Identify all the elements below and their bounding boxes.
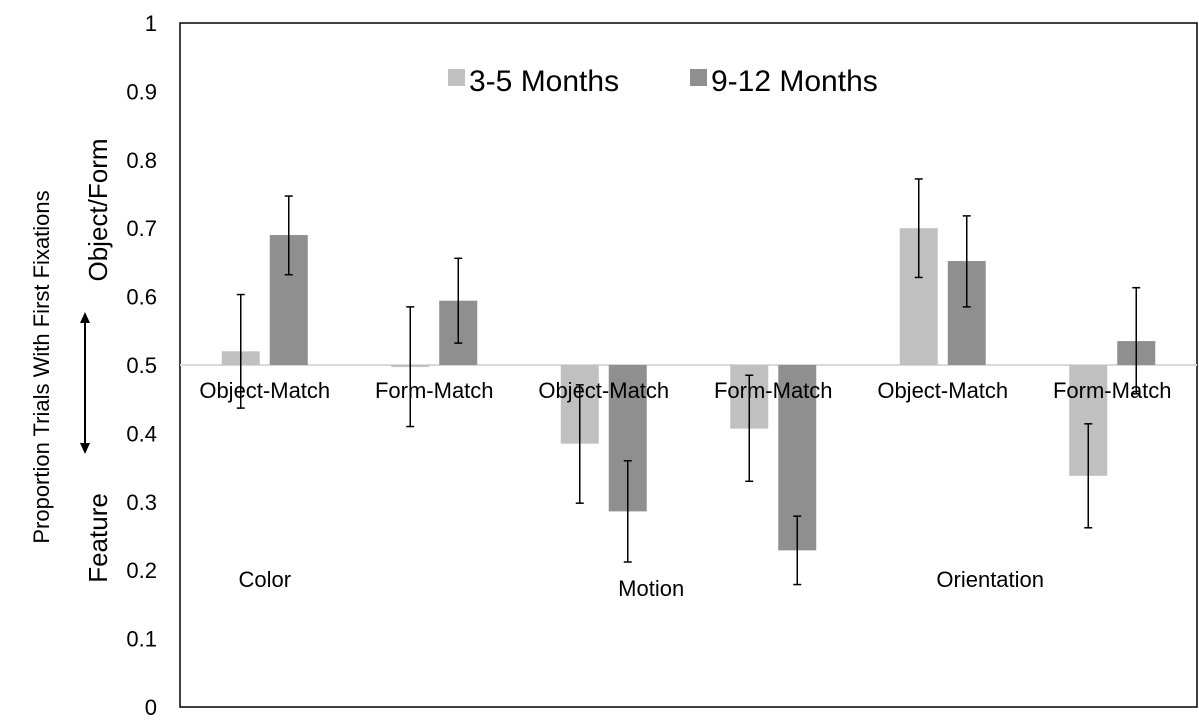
- error-bar: [962, 215, 971, 308]
- y-tick-label: 0.3: [126, 490, 157, 515]
- category-label: Object-Match: [877, 378, 1008, 403]
- y-tick-label: 0.9: [126, 79, 157, 104]
- error-bars: [236, 178, 1141, 586]
- y-axis-title: Proportion Trials With First Fixations: [29, 190, 54, 543]
- error-bar: [236, 293, 245, 409]
- category-labels: Object-Match Form-Match Object-Match Form-M…: [199, 378, 1171, 403]
- group-labels: Color Motion Orientation: [238, 567, 1044, 601]
- legend-swatch-3-5-months: [448, 69, 465, 86]
- feature-label: Feature: [83, 493, 113, 583]
- legend-label-3-5-months: 3-5 Months: [469, 65, 619, 98]
- error-bar: [454, 257, 463, 344]
- error-bar: [623, 460, 632, 563]
- y-axis-ticks: 0 0.1 0.2 0.3 0.4 0.5 0.6 0.7 0.8 0.9 1: [126, 11, 157, 720]
- object-form-label: Object/Form: [83, 138, 113, 281]
- category-label: Object-Match: [538, 378, 669, 403]
- y-tick-label: 0.8: [126, 148, 157, 173]
- y-tick-label: 0.7: [126, 216, 157, 241]
- double-arrow-icon: [80, 312, 90, 454]
- legend-swatch-9-12-months: [690, 69, 707, 86]
- bars: [221, 228, 1156, 551]
- legend: 3-5 Months 9-12 Months: [448, 65, 878, 98]
- category-label: Form-Match: [375, 378, 494, 403]
- y-tick-label: 0: [145, 695, 157, 717]
- error-bar: [284, 195, 293, 276]
- error-bar: [406, 306, 415, 428]
- error-bar: [745, 374, 754, 483]
- error-bar: [1132, 286, 1141, 395]
- error-bar: [575, 384, 584, 504]
- legend-label-9-12-months: 9-12 Months: [711, 65, 878, 98]
- y-tick-label: 1: [145, 11, 157, 36]
- group-label: Motion: [618, 576, 684, 601]
- error-bar: [793, 515, 802, 586]
- category-label: Form-Match: [714, 378, 833, 403]
- category-label: Object-Match: [199, 378, 330, 403]
- y-tick-label: 0.5: [126, 353, 157, 378]
- y-tick-label: 0.2: [126, 558, 157, 583]
- category-label: Form-Match: [1053, 378, 1172, 403]
- group-label: Color: [238, 567, 291, 592]
- y-tick-label: 0.1: [126, 627, 157, 652]
- error-bar: [1084, 423, 1093, 529]
- y-tick-label: 0.4: [126, 421, 157, 446]
- error-bar: [914, 178, 923, 279]
- y-tick-label: 0.6: [126, 285, 157, 310]
- group-label: Orientation: [936, 567, 1044, 592]
